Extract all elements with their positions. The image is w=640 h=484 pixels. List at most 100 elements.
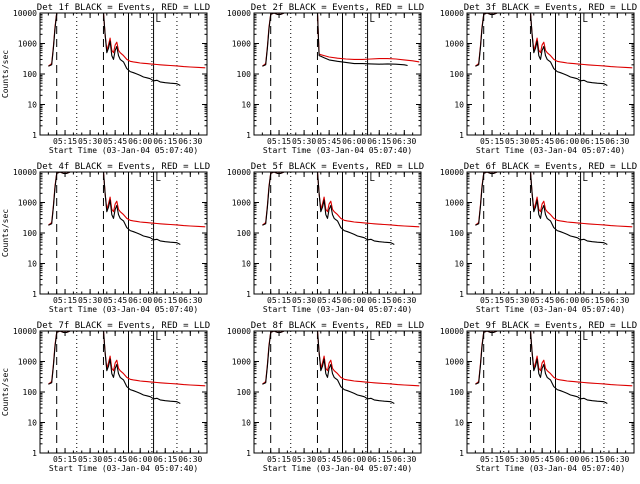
y-tick-label: 1000 xyxy=(232,199,251,208)
y-tick-label: 10000 xyxy=(440,327,464,336)
series-layer xyxy=(48,172,206,245)
series-lld-line xyxy=(262,331,420,387)
y-tick-label: 1000 xyxy=(445,40,464,49)
x-axis-label: Start Time (03-Jan-04 05:07:40) xyxy=(263,146,412,155)
x-tick-label: 05:15 xyxy=(267,455,291,464)
x-tick-label: 05:45 xyxy=(317,455,341,464)
plot-frame xyxy=(253,171,422,295)
x-tick-label: 05:15 xyxy=(267,296,291,305)
series-events-line xyxy=(48,13,181,86)
chart-title: Det 2f BLACK = Events, RED = LLD xyxy=(251,3,424,13)
y-tick-label: 1 xyxy=(32,290,37,299)
series-layer xyxy=(48,331,206,404)
series-events-line xyxy=(475,331,608,404)
marker-flag: L xyxy=(156,333,161,343)
x-tick-label: 05:30 xyxy=(78,455,102,464)
chart-title: Det 6f BLACK = Events, RED = LLD xyxy=(464,162,637,172)
y-tick-label: 1000 xyxy=(232,40,251,49)
y-tick-label: 10000 xyxy=(13,327,37,336)
y-tick-label: 10 xyxy=(241,101,251,110)
y-tick-label: 10000 xyxy=(440,168,464,177)
series-layer xyxy=(262,172,420,245)
x-tick-label: 06:30 xyxy=(178,137,202,146)
marker-lines xyxy=(56,13,178,135)
series-lld-line xyxy=(48,13,206,69)
x-tick-label: 06:15 xyxy=(580,455,604,464)
y-tick-label: 100 xyxy=(237,70,252,79)
y-tick-label: 1 xyxy=(459,131,464,140)
x-tick-label: 06:00 xyxy=(555,137,579,146)
x-axis-label: Start Time (03-Jan-04 05:07:40) xyxy=(476,464,625,473)
x-tick-label: 05:30 xyxy=(78,296,102,305)
y-tick-label: 1000 xyxy=(445,199,464,208)
x-tick-label: 06:15 xyxy=(367,455,391,464)
series-layer xyxy=(262,331,420,404)
y-tick-label: 100 xyxy=(450,388,465,397)
plot-frame xyxy=(39,330,208,454)
marker-lines xyxy=(270,331,392,453)
x-tick-label: 05:45 xyxy=(317,296,341,305)
chart-panel: Det 7f BLACK = Events, RED = LLD 1 10 100 10… xyxy=(1,321,210,473)
x-tick-label: 05:15 xyxy=(53,137,77,146)
series-lld-line xyxy=(48,172,206,228)
y-tick-label: 100 xyxy=(23,388,38,397)
x-tick-label: 06:15 xyxy=(367,137,391,146)
marker-lines xyxy=(270,172,392,294)
x-tick-label: 06:15 xyxy=(153,455,177,464)
x-tick-label: 05:15 xyxy=(53,455,77,464)
x-tick-label: 05:30 xyxy=(505,137,529,146)
x-tick-label: 05:15 xyxy=(480,296,504,305)
marker-flag: L xyxy=(370,15,375,25)
x-tick-label: 06:00 xyxy=(128,296,152,305)
plot-frame xyxy=(253,330,422,454)
x-tick-label: 06:00 xyxy=(342,137,366,146)
series-lld-line xyxy=(262,172,420,228)
chart-title: Det 9f BLACK = Events, RED = LLD xyxy=(464,321,637,331)
x-axis-label: Start Time (03-Jan-04 05:07:40) xyxy=(49,305,198,314)
series-events-line xyxy=(48,172,181,245)
y-tick-label: 1 xyxy=(246,290,251,299)
x-tick-label: 06:15 xyxy=(580,296,604,305)
y-tick-label: 100 xyxy=(450,229,465,238)
x-tick-label: 06:15 xyxy=(153,137,177,146)
series-events-line xyxy=(475,13,608,86)
y-tick-label: 1000 xyxy=(18,40,37,49)
x-axis-label: Start Time (03-Jan-04 05:07:40) xyxy=(263,464,412,473)
series-layer xyxy=(262,13,420,67)
x-tick-label: 06:30 xyxy=(392,455,416,464)
y-tick-label: 1 xyxy=(246,449,251,458)
plot-frame xyxy=(466,171,635,295)
marker-flag: L xyxy=(156,174,161,184)
plot-frame xyxy=(39,171,208,295)
x-tick-label: 05:15 xyxy=(480,137,504,146)
x-tick-label: 05:45 xyxy=(530,455,554,464)
series-layer xyxy=(475,172,633,245)
y-tick-label: 10000 xyxy=(227,9,251,18)
series-events-line xyxy=(262,331,395,404)
y-axis-label: Counts/sec xyxy=(1,368,10,416)
plot-frame xyxy=(253,12,422,136)
marker-flag: L xyxy=(583,174,588,184)
x-tick-label: 06:30 xyxy=(178,455,202,464)
x-tick-label: 05:45 xyxy=(103,137,127,146)
x-tick-label: 05:30 xyxy=(78,137,102,146)
series-lld-line xyxy=(475,172,633,228)
y-tick-label: 100 xyxy=(237,229,252,238)
chart-panel: Det 8f BLACK = Events, RED = LLD 1 10 100 10… xyxy=(227,321,424,473)
chart-title: Det 1f BLACK = Events, RED = LLD xyxy=(37,3,210,13)
chart-panel: Det 6f BLACK = Events, RED = LLD 1 10 100 10… xyxy=(440,162,637,314)
x-axis-label: Start Time (03-Jan-04 05:07:40) xyxy=(263,305,412,314)
series-events-line xyxy=(262,172,395,245)
series-lld-line xyxy=(475,13,633,69)
y-tick-label: 10 xyxy=(454,260,464,269)
x-tick-label: 06:15 xyxy=(580,137,604,146)
x-tick-label: 06:15 xyxy=(153,296,177,305)
series-layer xyxy=(475,13,633,86)
y-axis-label: Counts/sec xyxy=(1,209,10,257)
series-layer xyxy=(475,331,633,404)
x-tick-label: 06:00 xyxy=(342,455,366,464)
marker-lines xyxy=(270,13,392,135)
x-tick-label: 05:30 xyxy=(292,137,316,146)
y-tick-label: 100 xyxy=(237,388,252,397)
